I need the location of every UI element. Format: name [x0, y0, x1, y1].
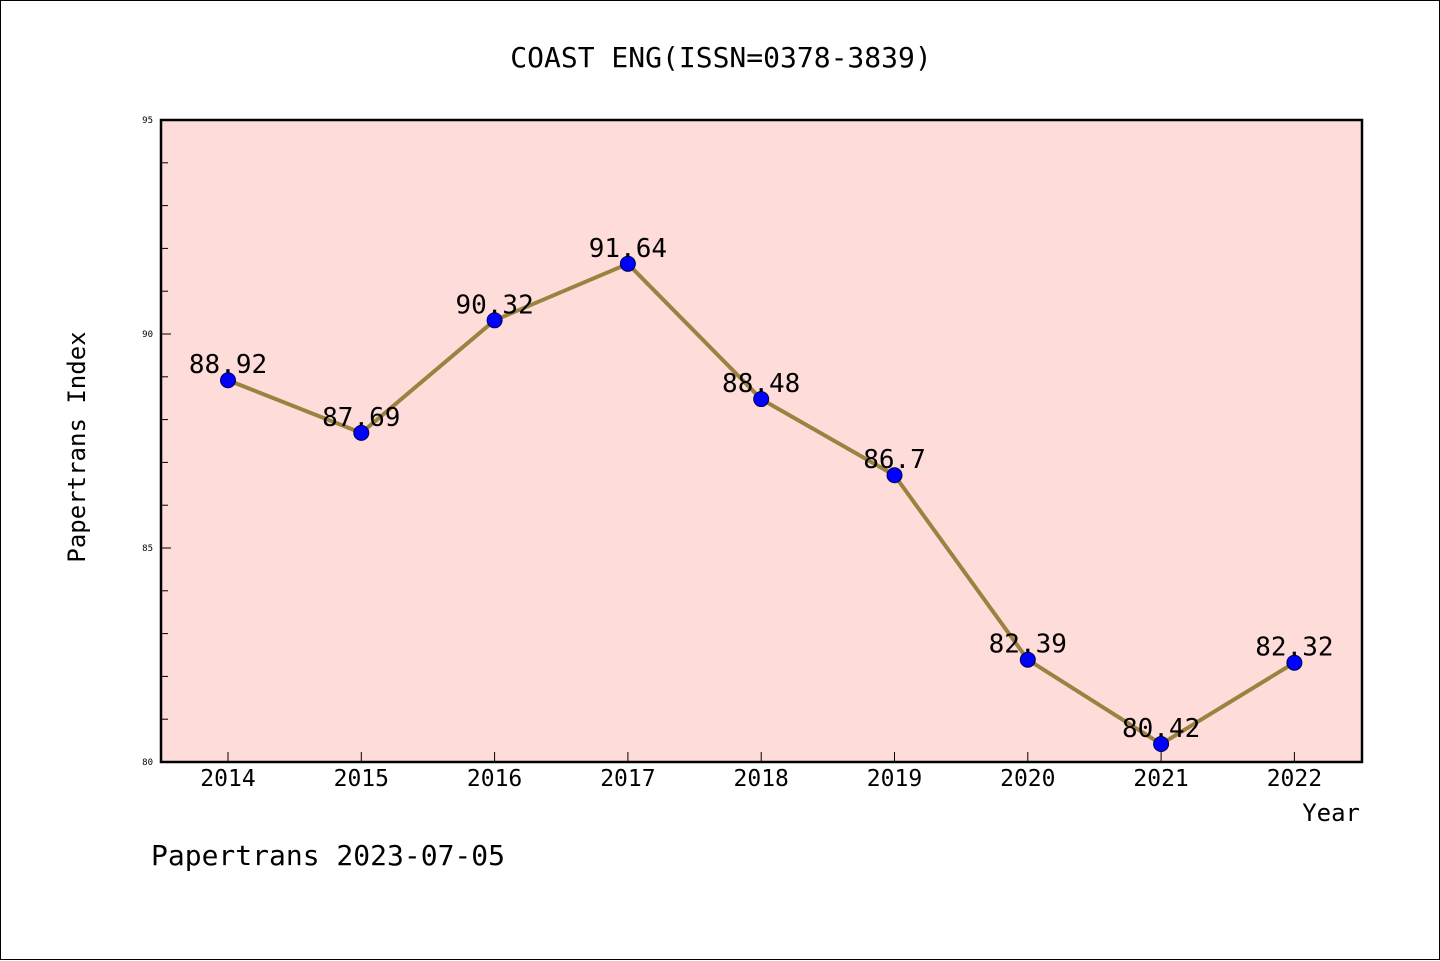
x-tick-label: 2014	[200, 766, 255, 792]
data-label: 90.32	[455, 290, 533, 320]
y-tick-label: 80	[142, 758, 153, 768]
x-tick-label: 2019	[867, 766, 922, 792]
y-tick-label: 90	[142, 330, 153, 340]
data-point	[619, 255, 636, 272]
data-point	[1286, 654, 1303, 671]
data-label: 82.39	[989, 630, 1067, 660]
data-label: 86.7	[863, 445, 926, 475]
x-axis-label: Year	[1302, 799, 1360, 827]
data-point	[1019, 651, 1036, 668]
x-tick-label: 2015	[334, 766, 389, 792]
plot-area	[159, 118, 1364, 764]
y-axis: 80 85 90 95	[142, 116, 171, 768]
x-tick-label: 2017	[600, 766, 655, 792]
x-tick-label: 2018	[734, 766, 789, 792]
chart-title: COAST ENG(ISSN=0378-3839)	[510, 41, 931, 74]
y-axis-label: Papertrans Index	[63, 331, 91, 562]
data-point	[353, 424, 370, 441]
data-label: 88.92	[189, 350, 267, 380]
data-label: 88.48	[722, 369, 800, 399]
x-tick-label: 2020	[1000, 766, 1055, 792]
data-point	[753, 391, 770, 408]
data-point	[486, 312, 503, 329]
x-tick-label: 2016	[467, 766, 522, 792]
data-label: 82.32	[1255, 633, 1333, 663]
x-axis: 2014 2015 2016 2017 2018 2019 2020 2021 2022	[200, 752, 1322, 792]
series-line-group	[220, 255, 1303, 753]
data-point	[220, 372, 236, 389]
data-label-group: 88.92 87.69 90.32 91.64 88.48 86.7 82.39 80.42 8…	[189, 234, 1334, 744]
footer-text: Papertrans 2023-07-05	[151, 839, 505, 872]
x-tick-label: 2022	[1267, 766, 1322, 792]
data-point	[1153, 736, 1170, 753]
y-tick-label: 95	[142, 116, 153, 126]
data-label: 87.69	[322, 403, 400, 433]
data-label: 80.42	[1122, 714, 1200, 744]
y-tick-label: 85	[142, 544, 153, 554]
data-label: 91.64	[589, 234, 667, 264]
x-tick-label: 2021	[1133, 766, 1188, 792]
data-point	[886, 467, 903, 484]
